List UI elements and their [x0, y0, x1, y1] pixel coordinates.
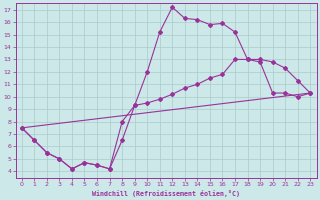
X-axis label: Windchill (Refroidissement éolien,°C): Windchill (Refroidissement éolien,°C) — [92, 190, 240, 197]
